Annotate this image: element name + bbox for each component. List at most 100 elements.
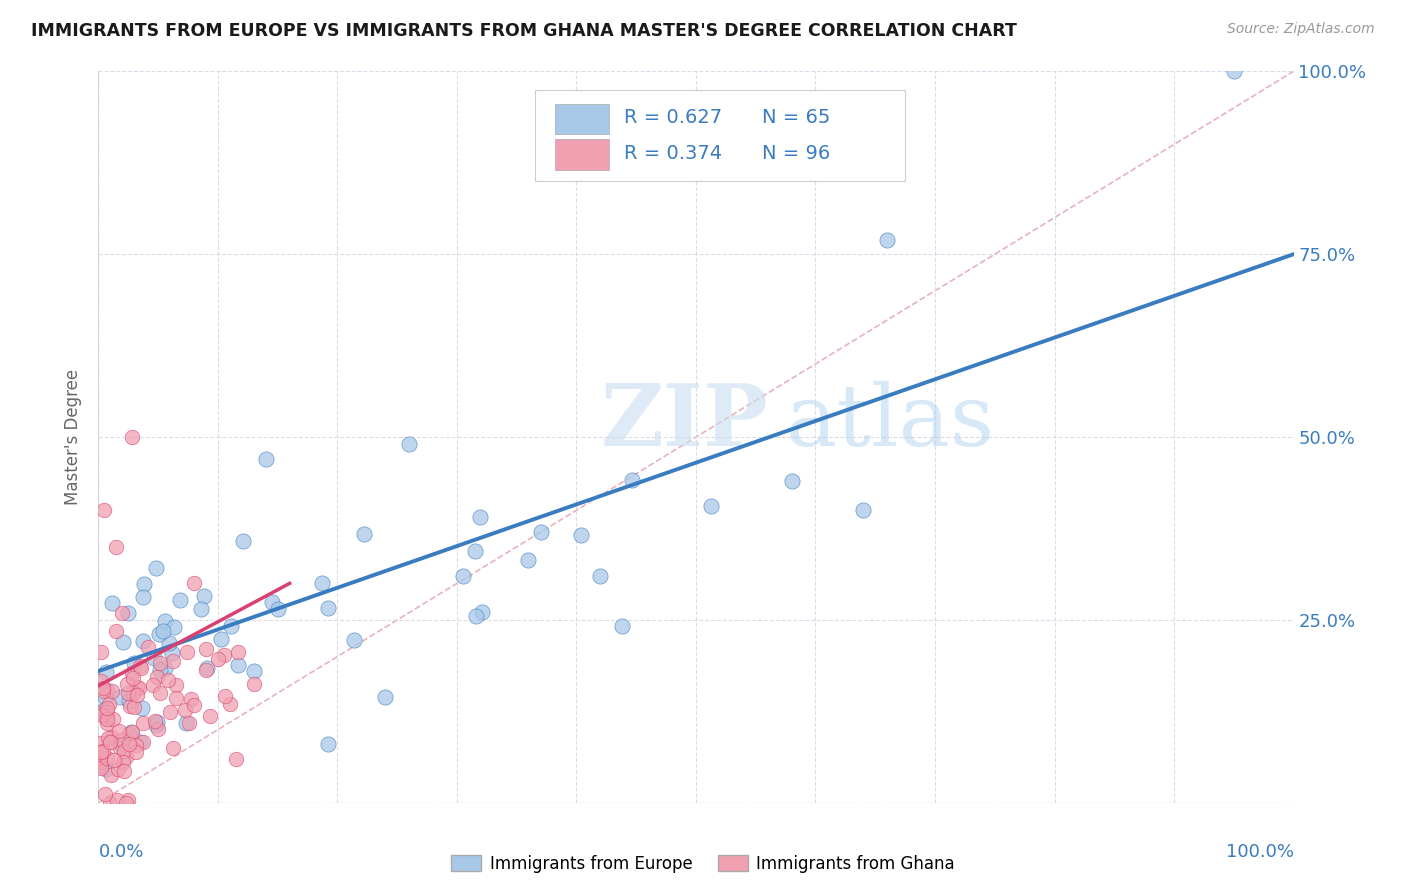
Point [262, 595, 284, 609]
Point [100, 684, 122, 698]
Point [316, 600, 339, 615]
Point [169, 593, 191, 607]
Point [90, 708, 112, 723]
Point [115, 749, 138, 764]
Point [121, 724, 143, 739]
Text: Source: ZipAtlas.com: Source: ZipAtlas.com [1227, 22, 1375, 37]
Point [132, 590, 155, 604]
Point [129, 658, 152, 673]
Point [610, 619, 633, 633]
Point [148, 626, 170, 640]
Point [374, 690, 396, 704]
Point [131, 661, 153, 675]
Point [118, 737, 141, 751]
Point [117, 793, 139, 807]
Point [90, 753, 112, 767]
Point [96, 751, 118, 765]
Point [143, 714, 166, 728]
Point [101, 730, 124, 744]
Point [173, 703, 195, 717]
Point [98, 796, 121, 810]
Point [96, 701, 118, 715]
Point [94, 710, 117, 724]
Point [96, 715, 118, 730]
FancyBboxPatch shape [555, 139, 609, 170]
Point [398, 437, 420, 451]
Point [90, 645, 112, 659]
Point [149, 663, 172, 677]
Point [90, 762, 112, 776]
Point [780, 474, 803, 488]
Point [1223, 64, 1246, 78]
Point [112, 744, 135, 758]
Point [110, 737, 132, 751]
Point [153, 661, 176, 675]
Point [131, 701, 153, 715]
Point [124, 656, 146, 670]
Point [214, 689, 236, 703]
Point [97, 731, 120, 745]
Point [470, 606, 492, 620]
Point [530, 525, 553, 540]
Point [94, 665, 117, 680]
Point [121, 430, 143, 444]
Point [122, 686, 145, 700]
Point [190, 602, 212, 616]
Point [243, 664, 266, 678]
Point [243, 676, 266, 690]
Point [105, 540, 128, 554]
Point [103, 753, 125, 767]
Point [122, 699, 145, 714]
Point [112, 635, 135, 649]
Point [90, 745, 112, 759]
Point [165, 678, 187, 692]
Point [120, 698, 142, 713]
Text: ZIP: ZIP [600, 381, 768, 465]
Text: atlas: atlas [786, 381, 994, 464]
Point [132, 735, 155, 749]
Point [110, 690, 132, 705]
Point [453, 569, 475, 583]
Point [343, 633, 366, 648]
Point [228, 658, 250, 673]
Point [101, 596, 124, 610]
Text: R = 0.627: R = 0.627 [624, 108, 723, 127]
Point [105, 624, 128, 638]
Point [117, 686, 139, 700]
Point [180, 692, 202, 706]
Text: R = 0.374: R = 0.374 [624, 144, 723, 162]
Point [163, 620, 186, 634]
Point [125, 680, 148, 694]
Point [145, 718, 167, 732]
Point [468, 510, 491, 524]
Point [852, 503, 875, 517]
Point [91, 744, 114, 758]
Point [176, 645, 198, 659]
Point [145, 560, 167, 574]
Point [134, 577, 156, 591]
Point [93, 503, 115, 517]
Point [117, 606, 139, 620]
Point [90, 759, 112, 773]
Point [195, 663, 218, 677]
Point [267, 602, 290, 616]
Point [111, 606, 134, 620]
Text: N = 65: N = 65 [762, 108, 830, 127]
Point [569, 528, 592, 542]
Point [219, 619, 242, 633]
Point [131, 716, 153, 731]
Point [153, 614, 176, 628]
Text: 100.0%: 100.0% [1226, 843, 1294, 861]
Point [149, 656, 172, 670]
Point [125, 689, 148, 703]
Point [700, 500, 723, 514]
Point [108, 740, 131, 755]
Point [142, 678, 165, 692]
Point [156, 673, 179, 687]
Point [98, 735, 122, 749]
Point [91, 684, 114, 698]
Point [159, 706, 181, 720]
Point [120, 725, 142, 739]
Point [177, 715, 200, 730]
Text: N = 96: N = 96 [762, 144, 830, 162]
